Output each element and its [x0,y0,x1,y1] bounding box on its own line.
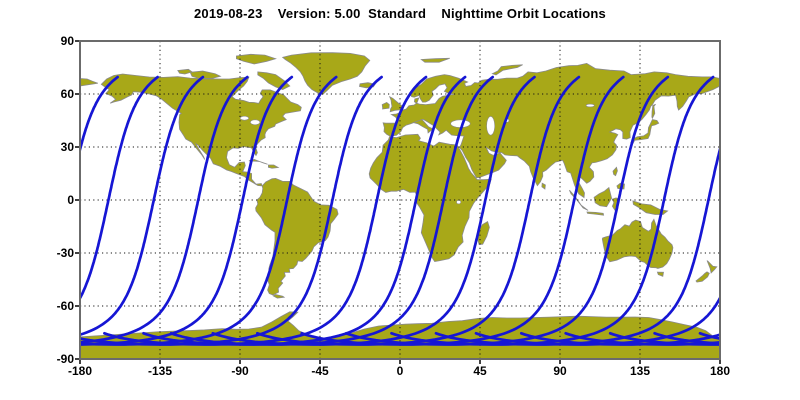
land-polygon-hispaniola [268,164,280,169]
land-polygon-tasmania [656,271,664,277]
land-polygon-sakhalin [12,104,16,118]
x-tick-label: 90 [553,364,567,378]
x-tick-label: -90 [231,364,249,378]
x-tick-label: 180 [709,364,731,378]
orbit-track [80,75,119,156]
y-tick-label: -60 [56,299,74,313]
y-tick-label: 60 [60,87,74,101]
lake-caspian-sea [486,116,496,136]
orbit-track [80,75,338,346]
land-polygon-eurasia [80,78,98,87]
y-tick-label: -90 [56,352,74,366]
orbit-track [474,295,720,346]
orbit-tracks [0,75,800,346]
land-polygon-ellesmere-island [236,53,277,65]
orbit-track [434,144,720,346]
y-tick-label: 30 [60,140,74,154]
orbit-track [169,75,495,346]
land-polygon-australia [601,218,674,269]
land-polygon-north-america [100,73,302,187]
orbit-track [80,75,294,346]
land-polygon-ireland [381,102,390,110]
land-polygon-new-guinea [0,201,28,215]
land-polygon-sri-lanka [541,182,546,190]
land-polygon-sumatra [569,189,589,211]
land-polygon-sakhalin [651,103,656,120]
y-tick-label: 90 [60,34,74,48]
land-polygon-cuba [248,158,268,165]
land-polygon-novaya-zemlya [491,64,523,76]
lake-lake-baikal [585,103,595,108]
orbit-track [80,75,205,337]
land-polygon-japan [0,120,19,146]
land-polygon-antarctica [719,336,720,359]
orbit-track [211,75,536,346]
orbit-track [80,75,249,344]
land-polygon-italy [411,119,434,134]
lake-great-lakes-west [239,115,250,121]
land-polygon-svalbard [420,57,450,63]
lake-lake-victoria [456,200,462,205]
orbit-track [80,75,159,301]
y-tick-label: 0 [67,193,74,207]
orbit-track [784,77,800,344]
x-tick-label: -135 [147,364,173,378]
y-tick-label: -30 [56,246,74,260]
land-polygon-north-america [741,74,800,186]
orbit-track [103,75,428,346]
axis-ticks [75,40,721,364]
x-tick-label: -180 [67,364,93,378]
land-polygon-tierra-del-fuego [272,294,286,299]
land-polygon-new-zealand-north [67,261,77,273]
x-tick-label: 45 [473,364,487,378]
land-polygon-borneo [593,186,613,208]
land-polygon-victoria-island [189,70,222,79]
orbit-track [300,75,625,346]
land-polygon-new-guinea [632,200,669,215]
orbit-track [0,77,28,344]
orbit-track [80,75,383,346]
lake-great-lakes-east [250,119,261,126]
orbit-track [744,77,800,344]
chart-title: 2019-08-23 Version: 5.00 Standard Nightt… [194,6,606,21]
land-polygon-java [586,211,605,216]
orbit-track [344,75,670,346]
x-tick-label: -45 [311,364,329,378]
land-polygon-tasmania [17,272,23,276]
land-polygon-madagascar [476,221,490,245]
land-polygon-new-zealand-south [56,272,69,282]
land-polygon-banks-island [177,68,193,75]
land-polygon-greenland [281,52,371,95]
land-polygon-japan [630,119,660,147]
orbit-track [142,75,467,346]
plot-frame [79,40,721,360]
orbit-track [255,75,581,346]
x-tick-label: 135 [629,364,651,378]
land-polygon-eurasia [382,62,720,199]
land-polygon-australia [0,219,33,268]
x-tick-label: 0 [396,364,404,378]
land-polygon-new-zealand-north [706,260,718,274]
orbit-track [390,75,715,346]
land-polygon-new-zealand-south [695,271,710,283]
land-polygon-south-america [255,177,339,296]
land-polygon-luzon [612,166,618,177]
